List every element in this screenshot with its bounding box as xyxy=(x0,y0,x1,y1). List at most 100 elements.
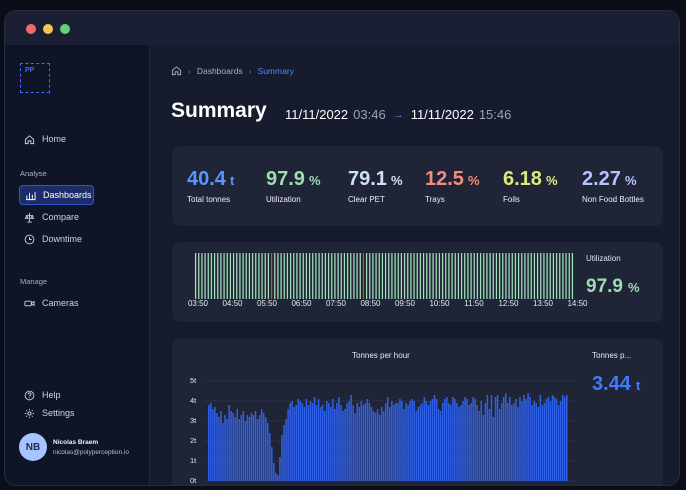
chart-bar[interactable] xyxy=(368,403,371,481)
chart-bar[interactable] xyxy=(258,415,261,481)
sidebar-item-help[interactable]: Help xyxy=(19,385,94,405)
chart-bar[interactable] xyxy=(348,401,350,481)
chart-bar[interactable] xyxy=(382,411,385,481)
chart-bar[interactable] xyxy=(458,407,460,481)
chart-bar[interactable] xyxy=(427,405,430,481)
chart-bar[interactable] xyxy=(374,413,377,481)
minimize-window-button[interactable] xyxy=(43,24,53,34)
chart-bar[interactable] xyxy=(441,403,444,481)
close-window-button[interactable] xyxy=(26,24,36,34)
chart-bar[interactable] xyxy=(519,397,521,481)
chart-bar[interactable] xyxy=(346,403,348,481)
chart-bar[interactable] xyxy=(480,401,483,481)
chart-bar[interactable] xyxy=(378,415,381,481)
chart-bar[interactable] xyxy=(332,399,334,481)
chart-bar[interactable] xyxy=(423,397,426,481)
chart-bar[interactable] xyxy=(228,405,230,481)
sidebar-item-dashboards[interactable]: Dashboards xyxy=(19,185,94,205)
chart-bar[interactable] xyxy=(305,399,308,481)
chart-bar[interactable] xyxy=(450,405,452,481)
chart-bar[interactable] xyxy=(448,403,450,481)
chart-bar[interactable] xyxy=(523,395,525,481)
chart-bar[interactable] xyxy=(525,399,527,481)
sidebar-item-cameras[interactable]: Cameras xyxy=(19,293,94,313)
chart-bar[interactable] xyxy=(208,405,210,481)
chart-bar[interactable] xyxy=(289,403,291,481)
chart-bar[interactable] xyxy=(403,409,405,481)
chart-bar[interactable] xyxy=(232,413,234,481)
chart-bar[interactable] xyxy=(380,407,383,481)
chart-bar[interactable] xyxy=(490,395,493,481)
chart-bar[interactable] xyxy=(362,405,365,481)
chart-bar[interactable] xyxy=(498,409,501,481)
chart-bar[interactable] xyxy=(533,401,535,481)
chart-bar[interactable] xyxy=(557,405,560,481)
chart-bar[interactable] xyxy=(216,413,218,481)
chart-bar[interactable] xyxy=(494,397,497,481)
chart-bar[interactable] xyxy=(311,403,314,481)
chart-bar[interactable] xyxy=(555,399,558,481)
breadcrumb-summary[interactable]: Summary xyxy=(257,65,294,76)
chart-bar[interactable] xyxy=(250,413,253,481)
chart-bar[interactable] xyxy=(315,405,318,481)
chart-bar[interactable] xyxy=(460,405,462,481)
chart-bar[interactable] xyxy=(297,399,300,481)
chart-bar[interactable] xyxy=(230,411,232,481)
chart-bar[interactable] xyxy=(541,405,544,481)
chart-bar[interactable] xyxy=(496,395,499,481)
home-icon[interactable] xyxy=(171,65,182,76)
chart-bar[interactable] xyxy=(547,397,550,481)
chart-bar[interactable] xyxy=(531,405,533,481)
chart-bar[interactable] xyxy=(317,399,320,481)
chart-bar[interactable] xyxy=(220,411,222,481)
chart-bar[interactable] xyxy=(338,397,340,481)
chart-bar[interactable] xyxy=(222,423,224,481)
sidebar-item-settings[interactable]: Settings xyxy=(19,403,94,423)
chart-bar[interactable] xyxy=(352,405,354,481)
chart-bar[interactable] xyxy=(295,405,297,481)
chart-bar[interactable] xyxy=(266,423,269,481)
chart-bar[interactable] xyxy=(417,407,420,481)
chart-bar[interactable] xyxy=(386,397,389,481)
chart-bar[interactable] xyxy=(486,395,489,481)
avatar[interactable]: NB xyxy=(19,433,47,461)
chart-bar[interactable] xyxy=(551,395,554,481)
chart-bar[interactable] xyxy=(439,411,442,481)
chart-bar[interactable] xyxy=(287,409,289,481)
chart-bar[interactable] xyxy=(210,403,212,481)
chart-bar[interactable] xyxy=(492,417,495,481)
chart-bar[interactable] xyxy=(291,401,293,481)
chart-bar[interactable] xyxy=(226,419,228,481)
logo[interactable]: PP xyxy=(20,63,50,93)
chart-bar[interactable] xyxy=(452,397,454,481)
chart-bar[interactable] xyxy=(413,401,415,481)
chart-bar[interactable] xyxy=(389,407,391,481)
chart-bar[interactable] xyxy=(484,403,487,481)
chart-bar[interactable] xyxy=(256,419,259,481)
chart-bar[interactable] xyxy=(561,395,564,481)
chart-bar[interactable] xyxy=(246,415,249,481)
chart-bar[interactable] xyxy=(293,407,295,481)
chart-bar[interactable] xyxy=(425,401,428,481)
chart-bar[interactable] xyxy=(238,419,241,481)
chart-bar[interactable] xyxy=(537,407,540,481)
chart-bar[interactable] xyxy=(515,399,517,481)
chart-bar[interactable] xyxy=(409,401,411,481)
chart-bar[interactable] xyxy=(301,403,304,481)
chart-bar[interactable] xyxy=(350,395,352,481)
chart-bar[interactable] xyxy=(504,393,507,481)
chart-bar[interactable] xyxy=(431,399,434,481)
chart-bar[interactable] xyxy=(358,407,361,481)
sidebar-item-compare[interactable]: Compare xyxy=(19,207,94,227)
chart-bar[interactable] xyxy=(429,401,432,481)
maximize-window-button[interactable] xyxy=(60,24,70,34)
chart-bar[interactable] xyxy=(307,405,310,481)
chart-bar[interactable] xyxy=(248,417,251,481)
chart-bar[interactable] xyxy=(260,409,263,481)
chart-bar[interactable] xyxy=(466,399,468,481)
chart-bar[interactable] xyxy=(511,405,513,481)
sidebar-item-downtime[interactable]: Downtime xyxy=(19,229,94,249)
chart-bar[interactable] xyxy=(397,403,399,481)
chart-bar[interactable] xyxy=(529,397,531,481)
chart-bar[interactable] xyxy=(509,397,511,481)
